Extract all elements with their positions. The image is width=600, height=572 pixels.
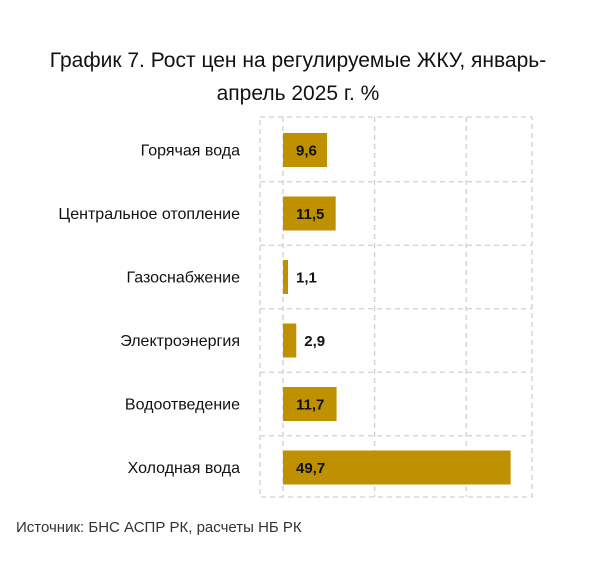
- value-label-0: 9,6: [296, 143, 317, 160]
- bars: [283, 133, 511, 485]
- value-label-2: 1,1: [296, 270, 317, 287]
- labels: Горячая вода 9,6 Центральное отопление 11,5…: [58, 143, 325, 478]
- grid-lines: [259, 116, 533, 498]
- category-label-3: Электроэнергия: [120, 333, 240, 350]
- bar-3: [283, 323, 297, 358]
- value-label-3: 2,9: [304, 333, 325, 350]
- category-label-2: Газоснабжение: [126, 270, 240, 287]
- bar-1: [283, 196, 336, 231]
- value-label-5: 49,7: [296, 460, 325, 477]
- category-label-5: Холодная вода: [128, 460, 240, 477]
- category-label-0: Горячая вода: [141, 143, 240, 160]
- bar-4: [283, 387, 337, 421]
- bar-0: [283, 133, 327, 167]
- plot-frame: [259, 116, 533, 498]
- bar-2: [283, 260, 289, 294]
- chart-source: Источник: БНС АСПР РК, расчеты НБ РК: [16, 519, 302, 536]
- bar-5: [283, 450, 511, 485]
- category-label-4: Водоотведение: [125, 397, 240, 414]
- chart-title: График 7. Рост цен на регулируемые ЖКУ, …: [49, 49, 547, 105]
- category-label-1: Центральное отопление: [58, 206, 240, 223]
- value-label-1: 11,5: [296, 206, 324, 223]
- value-label-4: 11,7: [296, 397, 324, 414]
